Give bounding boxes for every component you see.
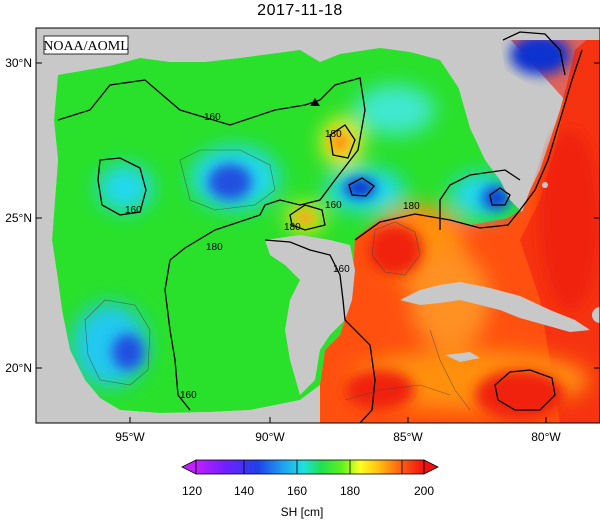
lon-label: 95°W: [115, 430, 145, 444]
credit-box: NOAA/AOML: [43, 35, 129, 55]
map-area: [36, 28, 600, 423]
florida-land: [410, 30, 552, 212]
map-frame: [35, 27, 600, 424]
colorbar-tick: 140: [234, 484, 254, 498]
lat-label: 20°N: [5, 361, 32, 375]
longitude-axis: 95°W 90°W 85°W 80°W: [115, 417, 561, 444]
contour-labels: 160 160 180 180 160 160 180 180 160: [125, 112, 420, 401]
colorbar-tick: 160: [287, 484, 307, 498]
contour-label: 180: [206, 242, 223, 253]
lat-label: 30°N: [5, 56, 32, 70]
contour-label: 180: [325, 129, 342, 140]
map-title: 2017-11-18: [257, 2, 343, 19]
contour-label: 160: [180, 390, 197, 401]
lat-label: 25°N: [5, 211, 32, 225]
lon-label: 85°W: [393, 430, 423, 444]
contour-label: 180: [403, 201, 420, 212]
colorbar-tick: 200: [414, 484, 434, 498]
contour-lines: [57, 31, 583, 423]
latitude-axis: 30°N 25°N 20°N: [5, 56, 600, 375]
contour-label: 160: [125, 205, 142, 216]
float-marker: [310, 98, 320, 106]
us-coast-land: [36, 28, 600, 74]
contour-label: 160: [204, 112, 221, 123]
cuba-land: [400, 282, 590, 332]
lon-label: 90°W: [255, 430, 285, 444]
colorbar-tick: 180: [340, 484, 360, 498]
yucatan-land: [265, 235, 355, 395]
colorbar: 120 140 160 180 200 SH [cm]: [181, 459, 439, 519]
colorbar-tick: 120: [182, 484, 202, 498]
contour-label: 180: [284, 222, 301, 233]
contour-label: 160: [333, 264, 350, 275]
colorbar-label: SH [cm]: [281, 505, 324, 519]
credit-text: NOAA/AOML: [43, 39, 129, 54]
lon-label: 80°W: [531, 430, 561, 444]
contour-label: 160: [325, 200, 342, 211]
